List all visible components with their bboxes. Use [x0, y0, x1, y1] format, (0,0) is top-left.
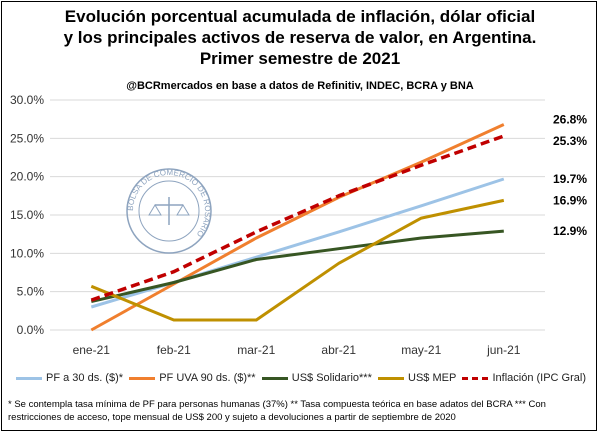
legend-swatch [16, 376, 42, 380]
watermark-seal-outer [126, 168, 212, 254]
legend-swatch [462, 376, 489, 380]
end-value-label: 12.9% [553, 224, 587, 238]
legend-label: US$ Solidario*** [291, 372, 372, 384]
x-tick-label: abr-21 [321, 343, 356, 357]
title-line-2: y los principales activos de reserva de … [63, 28, 537, 47]
legend-swatch [129, 376, 156, 380]
y-tick-label: 25.0% [10, 131, 44, 145]
legend-item-3: US$ MEP [378, 372, 456, 384]
series-line-2 [90, 229, 504, 304]
x-tick-label: ene-21 [73, 343, 111, 357]
y-tick-label: 15.0% [10, 208, 44, 222]
end-value-label: 25.3% [553, 134, 587, 148]
source-note: @BCRmercados en base a datos de Refiniti… [126, 80, 474, 92]
legend-swatch [378, 376, 405, 380]
legend-item-1: PF UVA 90 ds. ($)** [129, 372, 256, 384]
end-value-label: 16.9% [553, 193, 587, 207]
legend-item-2: US$ Solidario*** [261, 372, 372, 384]
series-line-3 [90, 198, 505, 322]
x-tick-label: feb-21 [157, 343, 191, 357]
y-tick-label: 30.0% [10, 93, 44, 107]
legend-item-4: Inflación (IPC Gral) [462, 372, 586, 384]
chart-legend: PF a 30 ds. ($)* PF UVA 90 ds. ($)** US$ S… [16, 366, 586, 390]
y-tick-label: 0.0% [17, 323, 45, 337]
series-line-4 [90, 134, 505, 302]
title-line-1: Evolución porcentual acumulada de inflac… [64, 7, 536, 26]
end-value-label: 26.8% [553, 113, 587, 127]
legend-label: US$ MEP [408, 372, 457, 384]
watermark-scale-pans [148, 204, 190, 216]
end-value-label: 19.7% [553, 172, 587, 186]
legend-item-0: PF a 30 ds. ($)* [16, 372, 123, 384]
legend-label: PF a 30 ds. ($)* [46, 372, 124, 384]
chart-title: Evolución porcentual acumulada de inflac… [0, 6, 600, 69]
x-tick-label: may-21 [401, 343, 441, 357]
y-tick-label: 10.0% [10, 246, 44, 260]
series-line-1 [90, 123, 505, 332]
y-tick-label: 5.0% [17, 285, 45, 299]
x-tick-label: mar-21 [237, 343, 275, 357]
y-tick-label: 20.0% [10, 170, 44, 184]
legend-label: PF UVA 90 ds. ($)** [159, 372, 256, 384]
title-line-3: Primer semestre de 2021 [199, 49, 401, 68]
legend-swatch [261, 376, 288, 380]
x-tick-label: jun-21 [486, 343, 521, 357]
footnote: * Se contempla tasa mínima de PF para pe… [8, 399, 546, 423]
watermark-seal-inner [138, 180, 200, 242]
legend-label: Inflación (IPC Gral) [492, 372, 586, 384]
